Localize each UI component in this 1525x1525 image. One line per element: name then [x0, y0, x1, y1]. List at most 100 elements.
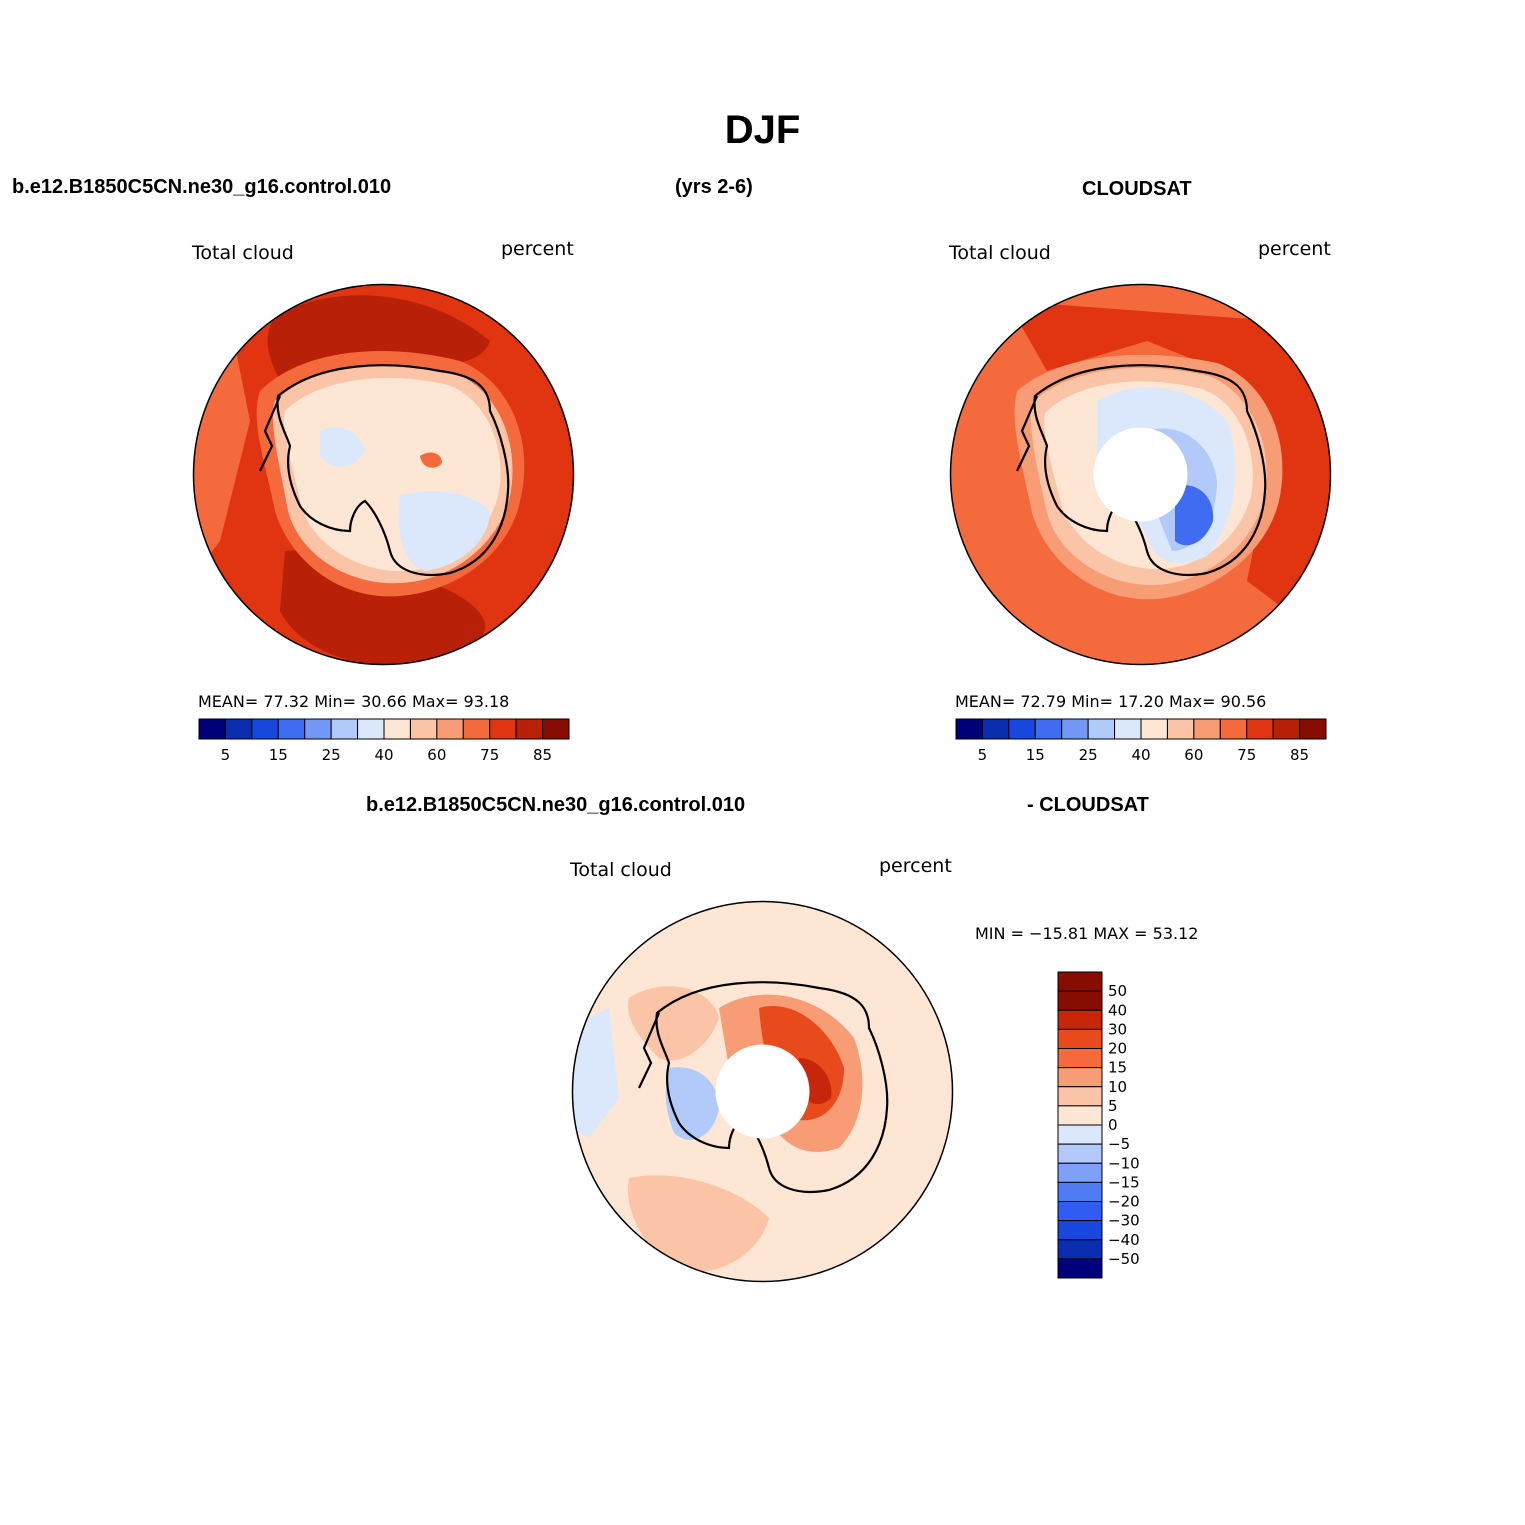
diff-colorbar-box: [1057, 1086, 1103, 1107]
diff-contour-west-low: [572, 1008, 619, 1138]
diff-colorbar-tick: −30: [1108, 1212, 1140, 1230]
diff-colorbar-tick: 10: [1108, 1078, 1127, 1096]
diff-field-label: Total cloud: [570, 859, 672, 881]
diff-colorbar-tick: −40: [1108, 1231, 1140, 1249]
diff-colorbar-box: [1057, 1009, 1103, 1030]
diff-colorbar-box: [1057, 1048, 1103, 1069]
diff-colorbar-box: [1057, 1067, 1103, 1088]
diff-case-header: b.e12.B1850C5CN.ne30_g16.control.010: [366, 794, 746, 816]
model-colorbar-tick: 15: [269, 746, 288, 764]
diff-colorbar-tick: 0: [1108, 1116, 1118, 1134]
obs-contour-low3: [1175, 485, 1214, 546]
obs-map-border: [949, 283, 1332, 666]
obs-field-label: Total cloud: [949, 242, 1051, 264]
model-colorbar-box: [304, 718, 332, 740]
model-colorbar-box: [198, 718, 226, 740]
figure-title: DJF: [724, 108, 801, 152]
model-colorbar-box: [251, 718, 279, 740]
diff-colorbar-box: [1057, 1105, 1103, 1126]
model-contour-low-west: [320, 427, 365, 467]
obs-colorbar-tick: 60: [1184, 746, 1203, 764]
obs-colorbar-tick: 15: [1026, 746, 1045, 764]
model-colorbar-box: [515, 718, 544, 740]
model-colorbar-box: [357, 718, 385, 740]
model-colorbar-box: [383, 718, 411, 740]
diff-colorbar-box: [1057, 1258, 1103, 1279]
diff-colorbar-tick: −50: [1108, 1250, 1140, 1268]
model-field-label: Total cloud: [192, 242, 294, 264]
diff-colorbar-box: [1057, 1124, 1103, 1145]
model-contour-interior-high: [420, 452, 442, 468]
obs-colorbar-box: [1034, 718, 1063, 740]
model-colorbar-tick: 60: [427, 746, 446, 764]
case-name-header: b.e12.B1850C5CN.ne30_g16.control.010: [12, 176, 392, 198]
obs-polar-map: [949, 283, 1332, 666]
model-colorbar-tick: 75: [480, 746, 499, 764]
diff-colorbar-box: [1057, 1239, 1103, 1260]
obs-colorbar-box: [1219, 718, 1248, 740]
obs-colorbar-tick: 75: [1237, 746, 1256, 764]
diff-contour-west-pos: [628, 986, 719, 1061]
model-map-border: [192, 283, 575, 666]
diff-colorbar-tick: −15: [1108, 1173, 1140, 1191]
diff-colorbar-box: [1057, 1162, 1103, 1183]
diff-colorbar-tick: −5: [1108, 1135, 1130, 1153]
model-colorbar-box: [462, 718, 491, 740]
years-header: (yrs 2-6): [675, 176, 753, 198]
model-colorbar-box: [330, 718, 359, 740]
diff-colorbar-box: [1057, 1181, 1103, 1202]
obs-colorbar-box: [1114, 718, 1142, 740]
obs-colorbar-box: [1008, 718, 1036, 740]
diff-contour-south-pos: [628, 1175, 769, 1273]
model-colorbar-box: [277, 718, 306, 740]
obs-coastline: [1033, 364, 1267, 577]
model-units-label: percent: [501, 238, 574, 260]
obs-header: CLOUDSAT: [1082, 178, 1192, 200]
obs-colorbar: 515254060758595: [955, 718, 1327, 764]
obs-colorbar-box: [1061, 718, 1089, 740]
model-colorbar-tick: 40: [374, 746, 393, 764]
obs-colorbar-box: [1193, 718, 1221, 740]
diff-coastline: [655, 981, 889, 1194]
obs-colorbar-box: [1087, 718, 1116, 740]
obs-colorbar-tick: 85: [1290, 746, 1309, 764]
diff-colorbar-tick: 50: [1108, 982, 1127, 1000]
obs-colorbar-box: [1140, 718, 1168, 740]
obs-stats: MEAN= 72.79 Min= 17.20 Max= 90.56: [955, 692, 1267, 711]
model-colorbar-box: [409, 718, 438, 740]
model-coastline: [276, 364, 510, 577]
diff-colorbar-box: [1057, 971, 1103, 992]
diff-polar-gap: [715, 1044, 810, 1139]
model-colorbar-tick: 5: [221, 746, 231, 764]
model-polar-map: [192, 283, 575, 666]
diff-colorbar-tick: 15: [1108, 1059, 1127, 1077]
diff-colorbar-tick: 40: [1108, 1001, 1127, 1019]
obs-colorbar-tick: 40: [1131, 746, 1150, 764]
diff-colorbar-box: [1057, 1201, 1103, 1222]
obs-colorbar-tick: 25: [1079, 746, 1098, 764]
obs-colorbar-box: [981, 718, 1010, 740]
diff-colorbar-box: [1057, 1143, 1103, 1164]
diff-colorbar-tick: 30: [1108, 1020, 1127, 1038]
diff-colorbar-tick: −20: [1108, 1193, 1140, 1211]
diff-peninsula-coast: [638, 1012, 661, 1089]
diff-map-border: [571, 900, 954, 1283]
diff-obs-header: - CLOUDSAT: [1027, 794, 1149, 816]
diff-polar-map: [571, 900, 954, 1283]
obs-peninsula-coast: [1016, 395, 1039, 472]
model-colorbar: 515254060758595: [198, 718, 570, 764]
obs-colorbar-box: [1166, 718, 1195, 740]
obs-colorbar-tick: 5: [978, 746, 988, 764]
diff-colorbar-box: [1057, 1220, 1103, 1241]
model-colorbar-tick: 85: [533, 746, 552, 764]
diff-units-label: percent: [879, 855, 952, 877]
diff-stats: MIN = −15.81 MAX = 53.12: [975, 924, 1199, 943]
obs-colorbar-box: [955, 718, 983, 740]
model-stats: MEAN= 77.32 Min= 30.66 Max= 93.18: [198, 692, 510, 711]
diff-colorbar-tick: −10: [1108, 1154, 1140, 1172]
model-peninsula-coast: [259, 395, 282, 472]
obs-colorbar-box: [1299, 718, 1327, 740]
model-colorbar-tick: 25: [322, 746, 341, 764]
diff-colorbar-tick: 20: [1108, 1040, 1127, 1058]
